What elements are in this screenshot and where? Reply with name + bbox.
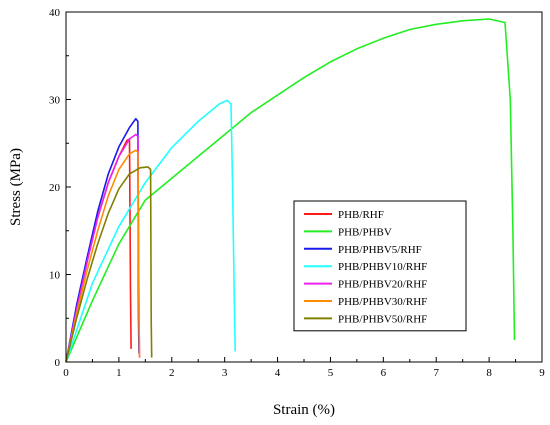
legend-label: PHB/PHBV xyxy=(338,226,392,238)
y-tick-label: 20 xyxy=(49,182,61,194)
x-tick-label: 2 xyxy=(169,367,175,379)
series-line-6 xyxy=(65,149,141,363)
series-line-7 xyxy=(65,166,153,363)
x-tick-label: 7 xyxy=(433,367,439,379)
legend-label: PHB/PHBV5/RHF xyxy=(338,244,422,256)
x-tick-label: 9 xyxy=(539,367,545,379)
legend-label: PHB/PHBV30/RHF xyxy=(338,296,427,308)
ticks-layer: 0 1 2 3 4 5 6 7 8 9 0 10 20 30 40 xyxy=(49,7,545,379)
y-axis-title: Stress (MPa) xyxy=(8,148,24,226)
y-tick-label: 40 xyxy=(49,7,61,19)
x-tick-label: 1 xyxy=(116,367,122,379)
x-axis-title: Strain (%) xyxy=(273,402,335,418)
x-tick-label: 3 xyxy=(222,367,228,379)
x-tick-label: 0 xyxy=(63,367,69,379)
x-tick-label: 5 xyxy=(328,367,334,379)
legend-label: PHB/PHBV10/RHF xyxy=(338,261,427,273)
legend-label: PHB/RHF xyxy=(338,209,384,221)
series-line-2 xyxy=(65,18,516,363)
x-tick-label: 4 xyxy=(275,367,281,379)
legend: PHB/RHF PHB/PHBV PHB/PHBV5/RHF PHB/PHBV10/R… xyxy=(293,200,467,332)
y-tick-label: 0 xyxy=(55,357,61,369)
legend-label: PHB/PHBV50/RHF xyxy=(338,313,427,325)
x-tick-label: 6 xyxy=(381,367,387,379)
y-tick-label: 10 xyxy=(49,270,61,282)
y-tick-label: 30 xyxy=(49,95,61,107)
series-layer xyxy=(65,18,516,363)
legend-label: PHB/PHBV20/RHF xyxy=(338,279,427,291)
x-tick-label: 8 xyxy=(486,367,492,379)
series-line-4 xyxy=(65,99,236,363)
